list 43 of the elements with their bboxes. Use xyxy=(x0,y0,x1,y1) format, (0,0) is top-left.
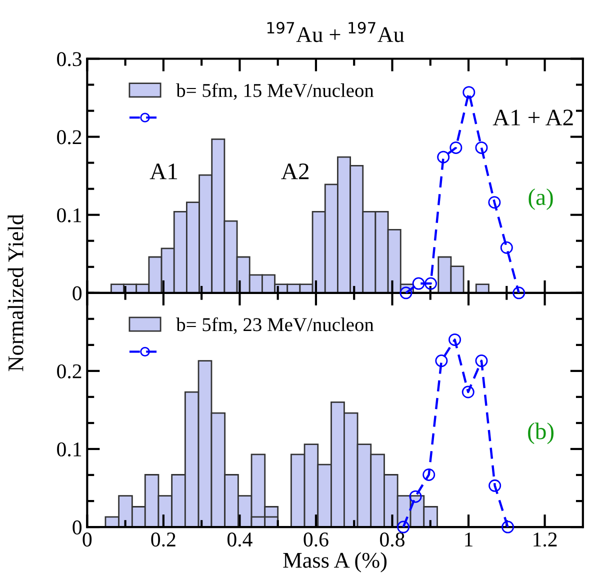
x-tick-label: 1 xyxy=(465,532,472,546)
y-tick-label: 0.2 xyxy=(57,364,82,378)
annotation: (a) xyxy=(528,188,553,210)
point xyxy=(475,354,488,368)
x-tick-label: 0 xyxy=(82,532,92,547)
point xyxy=(422,468,436,481)
annotation: A2 xyxy=(281,164,309,180)
point xyxy=(409,490,422,503)
point xyxy=(448,333,462,346)
x-tick-label: 1.2 xyxy=(534,532,557,547)
y-tick-label: 0.2 xyxy=(57,130,82,144)
point xyxy=(488,196,501,209)
y-tick-label: 0.3 xyxy=(57,52,82,66)
legend-label: b= 5fm, 23 MeV/nucleon xyxy=(176,317,374,334)
point xyxy=(450,141,462,154)
point xyxy=(475,141,488,154)
point xyxy=(435,354,448,368)
point xyxy=(400,286,412,300)
chart-title: $^{197}$Au + $^{197}$Au xyxy=(267,22,404,42)
point xyxy=(502,520,514,534)
point xyxy=(462,86,476,99)
x-tick-label: 0.8 xyxy=(380,532,404,547)
y-tick-label: 0 xyxy=(72,520,82,534)
point xyxy=(424,277,438,290)
annotation: A1 xyxy=(150,164,178,180)
point xyxy=(488,479,502,492)
x-tick-label: 0.6 xyxy=(304,532,328,547)
point xyxy=(512,286,526,300)
point xyxy=(437,150,450,164)
x-axis-title: Mass A (%) xyxy=(283,552,387,572)
legend-label: b= 5fm, 15 MeV/nucleon xyxy=(176,83,374,100)
annotation: A1 + A2 xyxy=(492,110,573,126)
y-tick-label: 0.1 xyxy=(57,442,82,457)
point xyxy=(397,520,410,534)
x-tick-label: 0.4 xyxy=(227,532,252,547)
x-tick-label: 0.2 xyxy=(151,532,176,547)
point xyxy=(412,277,425,290)
y-tick-label: 0 xyxy=(72,286,82,300)
point xyxy=(500,241,513,254)
y-tick-label: 0.1 xyxy=(57,208,82,222)
y-axis-title: Normalized Yield xyxy=(8,214,24,372)
point xyxy=(462,386,474,398)
annotation: (b) xyxy=(528,422,554,444)
